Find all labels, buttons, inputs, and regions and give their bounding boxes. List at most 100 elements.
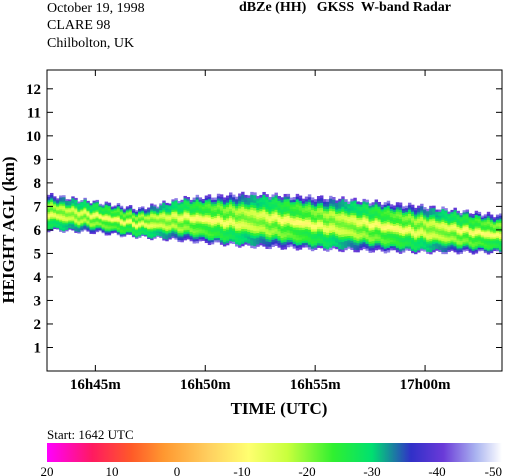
reflectivity-cell (92, 226, 96, 229)
reflectivity-cell (219, 233, 224, 236)
reflectivity-cell (344, 208, 348, 212)
reflectivity-cell (159, 220, 163, 223)
reflectivity-cell (186, 233, 190, 236)
reflectivity-cell (198, 219, 203, 222)
reflectivity-cell (492, 220, 497, 223)
reflectivity-cell (395, 229, 400, 233)
reflectivity-cell (65, 210, 69, 213)
reflectivity-cell (162, 214, 166, 218)
reflectivity-cell (417, 235, 421, 238)
reflectivity-cell (471, 252, 476, 255)
reflectivity-cell (444, 218, 448, 221)
reflectivity-cell (414, 216, 418, 219)
reflectivity-cell (229, 224, 233, 228)
reflectivity-cell (225, 211, 230, 214)
reflectivity-cell (407, 211, 412, 214)
reflectivity-cell (286, 232, 291, 236)
reflectivity-cell (417, 250, 421, 253)
reflectivity-cell (122, 223, 127, 226)
reflectivity-cell (213, 199, 218, 202)
reflectivity-cell (350, 201, 354, 204)
reflectivity-cell (492, 247, 497, 250)
reflectivity-cell (253, 240, 257, 244)
reflectivity-cell (174, 231, 178, 235)
reflectivity-cell (250, 202, 254, 205)
reflectivity-cell (456, 212, 460, 216)
reflectivity-cell (395, 231, 400, 235)
reflectivity-cell (186, 214, 190, 217)
reflectivity-cell (131, 230, 136, 233)
reflectivity-cell (204, 216, 209, 220)
reflectivity-cell (222, 215, 227, 218)
reflectivity-cell (77, 217, 81, 220)
reflectivity-cell (435, 226, 439, 229)
reflectivity-cell (101, 226, 106, 229)
reflectivity-cell (204, 195, 209, 199)
reflectivity-cell (307, 246, 312, 250)
reflectivity-cell (344, 231, 348, 235)
reflectivity-cell (329, 220, 333, 224)
reflectivity-cell (462, 247, 466, 250)
reflectivity-cell (386, 203, 391, 206)
reflectivity-cell (471, 248, 476, 251)
reflectivity-cell (404, 231, 409, 235)
reflectivity-cell (407, 207, 412, 210)
reflectivity-cell (344, 213, 348, 216)
reflectivity-cell (62, 225, 66, 228)
reflectivity-cell (192, 224, 197, 227)
reflectivity-cell (456, 234, 460, 237)
reflectivity-cell (131, 213, 136, 216)
reflectivity-cell (395, 202, 400, 205)
reflectivity-cell (107, 226, 112, 229)
reflectivity-cell (471, 215, 476, 218)
reflectivity-cell (474, 214, 479, 217)
reflectivity-cell (295, 224, 300, 228)
reflectivity-cell (177, 225, 181, 228)
reflectivity-cell (332, 238, 336, 242)
reflectivity-cell (238, 225, 242, 229)
reflectivity-cell (119, 212, 124, 215)
reflectivity-cell (335, 200, 339, 203)
reflectivity-cell (232, 194, 236, 198)
reflectivity-cell (222, 241, 227, 245)
reflectivity-cell (465, 211, 470, 214)
reflectivity-cell (165, 211, 169, 214)
reflectivity-cell (420, 246, 424, 249)
reflectivity-cell (247, 202, 251, 205)
reflectivity-cell (189, 235, 193, 238)
reflectivity-cell (192, 210, 197, 213)
reflectivity-cell (429, 216, 433, 220)
reflectivity-cell (68, 226, 72, 229)
reflectivity-cell (125, 208, 130, 211)
reflectivity-cell (441, 210, 445, 214)
reflectivity-cell (101, 219, 106, 222)
reflectivity-cell (289, 201, 294, 205)
reflectivity-cell (438, 222, 442, 226)
reflectivity-cell (235, 239, 239, 243)
reflectivity-cell (313, 199, 318, 202)
reflectivity-cell (420, 218, 424, 222)
reflectivity-cell (168, 235, 172, 238)
reflectivity-cell (116, 216, 121, 218)
reflectivity-cell (213, 229, 218, 233)
reflectivity-cell (216, 231, 221, 234)
reflectivity-cell (335, 218, 339, 221)
reflectivity-cell (113, 217, 118, 220)
reflectivity-cell (304, 212, 309, 216)
reflectivity-cell (498, 245, 503, 249)
reflectivity-cell (53, 205, 57, 208)
reflectivity-cell (131, 224, 136, 226)
reflectivity-cell (222, 208, 227, 212)
reflectivity-cell (104, 230, 109, 233)
reflectivity-cell (168, 231, 172, 234)
reflectivity-cell (326, 220, 330, 224)
reflectivity-cell (131, 225, 136, 228)
reflectivity-cell (59, 226, 63, 229)
reflectivity-cell (441, 249, 445, 252)
reflectivity-cell (356, 217, 360, 221)
colorbar-tick-label: -40 (428, 464, 445, 476)
reflectivity-cell (253, 235, 257, 239)
reflectivity-cell (131, 216, 136, 219)
reflectivity-cell (201, 225, 206, 228)
reflectivity-cell (301, 203, 306, 206)
